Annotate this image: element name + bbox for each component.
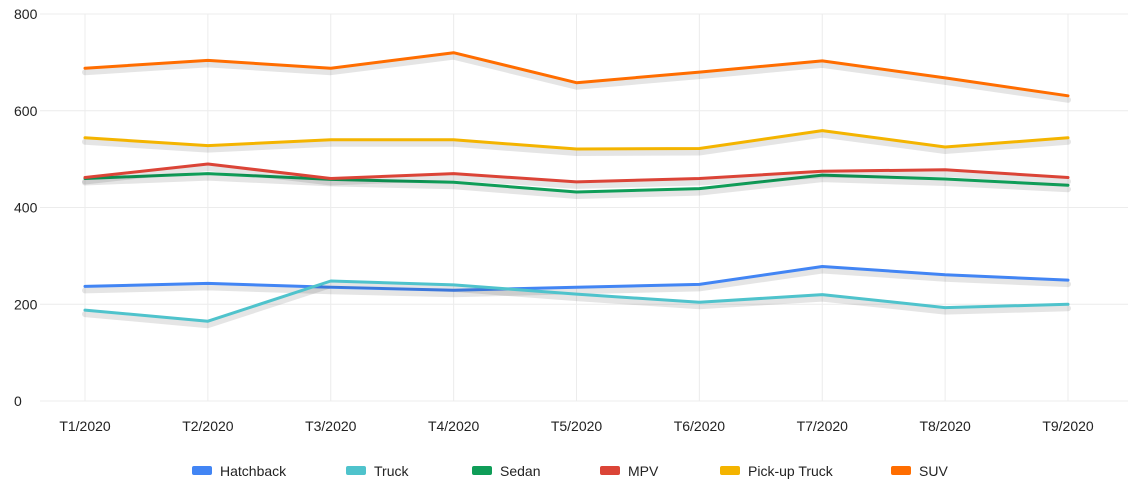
legend-swatch bbox=[472, 466, 492, 475]
x-tick-label: T4/2020 bbox=[428, 418, 480, 434]
legend-swatch bbox=[720, 466, 740, 475]
y-axis: 0 200 400 600 800 bbox=[14, 6, 38, 409]
x-tick-label: T1/2020 bbox=[59, 418, 111, 434]
series-line-truck[interactable] bbox=[83, 279, 1070, 323]
series-shadow bbox=[82, 282, 1071, 329]
legend-label: SUV bbox=[919, 463, 948, 479]
legend-label: Truck bbox=[374, 463, 409, 479]
legend-item-mpv[interactable]: MPV bbox=[600, 463, 659, 479]
legend-label: Hatchback bbox=[220, 463, 287, 479]
x-tick-label: T9/2020 bbox=[1042, 418, 1094, 434]
legend-item-truck[interactable]: Truck bbox=[346, 463, 409, 479]
y-tick-label: 0 bbox=[14, 393, 22, 409]
series-shadow bbox=[82, 174, 1071, 199]
y-tick-label: 400 bbox=[14, 200, 38, 216]
legend-swatch bbox=[891, 466, 911, 475]
legend: Hatchback Truck Sedan MPV Pick-up Truck SUV bbox=[192, 463, 948, 479]
y-tick-label: 200 bbox=[14, 296, 38, 312]
series-line-suv[interactable] bbox=[83, 51, 1070, 98]
x-tick-label: T5/2020 bbox=[551, 418, 603, 434]
series-line-sedan[interactable] bbox=[83, 172, 1070, 194]
legend-label: Sedan bbox=[500, 463, 540, 479]
y-tick-label: 600 bbox=[14, 103, 38, 119]
legend-swatch bbox=[600, 466, 620, 475]
grid bbox=[40, 13, 1128, 402]
x-tick-label: T3/2020 bbox=[305, 418, 357, 434]
x-tick-label: T7/2020 bbox=[797, 418, 849, 434]
legend-item-hatchback[interactable]: Hatchback bbox=[192, 463, 287, 479]
series-shadow bbox=[82, 267, 1071, 298]
series-shadow bbox=[82, 131, 1071, 156]
series-line-pick-up-truck[interactable] bbox=[83, 129, 1070, 151]
x-tick-label: T8/2020 bbox=[919, 418, 971, 434]
x-axis: T1/2020 T2/2020 T3/2020 T4/2020 T5/2020 T6/20… bbox=[59, 418, 1094, 434]
series-line-mpv[interactable] bbox=[83, 162, 1070, 184]
legend-item-sedan[interactable]: Sedan bbox=[472, 463, 540, 479]
legend-label: MPV bbox=[628, 463, 659, 479]
series-shadow bbox=[82, 165, 1071, 189]
legend-swatch bbox=[346, 466, 366, 475]
x-tick-label: T6/2020 bbox=[674, 418, 726, 434]
series-group bbox=[82, 51, 1071, 329]
y-tick-label: 800 bbox=[14, 6, 38, 22]
x-tick-label: T2/2020 bbox=[182, 418, 234, 434]
legend-label: Pick-up Truck bbox=[748, 463, 834, 479]
series-shadow bbox=[82, 53, 1071, 103]
legend-item-pick-up-truck[interactable]: Pick-up Truck bbox=[720, 463, 834, 479]
legend-item-suv[interactable]: SUV bbox=[891, 463, 948, 479]
legend-swatch bbox=[192, 466, 212, 475]
series-line-hatchback[interactable] bbox=[83, 265, 1070, 292]
